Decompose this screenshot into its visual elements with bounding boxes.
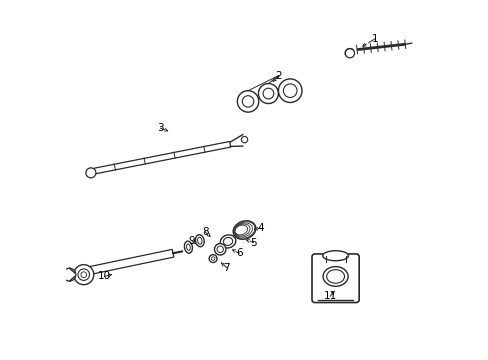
Polygon shape [94, 141, 230, 174]
Ellipse shape [184, 241, 192, 253]
Ellipse shape [234, 222, 254, 238]
Circle shape [81, 272, 86, 278]
Text: 4: 4 [257, 223, 264, 233]
Ellipse shape [220, 235, 235, 248]
Circle shape [217, 246, 223, 252]
Text: 8: 8 [202, 227, 208, 237]
Ellipse shape [195, 235, 204, 247]
Circle shape [74, 265, 94, 285]
Ellipse shape [235, 225, 247, 235]
Text: 7: 7 [223, 262, 229, 273]
Ellipse shape [234, 223, 252, 237]
Circle shape [63, 268, 76, 281]
Circle shape [283, 84, 296, 98]
Ellipse shape [234, 224, 249, 236]
Ellipse shape [186, 244, 190, 250]
Ellipse shape [326, 270, 344, 283]
Ellipse shape [233, 221, 255, 239]
Circle shape [86, 168, 96, 178]
Ellipse shape [197, 237, 202, 244]
FancyBboxPatch shape [311, 254, 358, 302]
Ellipse shape [223, 238, 232, 246]
Circle shape [237, 91, 258, 112]
Ellipse shape [322, 251, 348, 261]
Circle shape [258, 84, 278, 104]
Polygon shape [86, 249, 174, 275]
Circle shape [278, 79, 302, 103]
Text: 1: 1 [371, 34, 377, 44]
Text: 9: 9 [188, 236, 195, 246]
Text: 11: 11 [323, 291, 336, 301]
Text: 6: 6 [235, 248, 242, 258]
Text: 5: 5 [249, 238, 256, 248]
Text: 2: 2 [275, 71, 281, 81]
Circle shape [263, 88, 273, 99]
Ellipse shape [323, 267, 347, 286]
Text: 10: 10 [98, 271, 111, 282]
Circle shape [345, 49, 354, 58]
Text: 3: 3 [157, 123, 163, 133]
Circle shape [78, 269, 89, 280]
Circle shape [214, 244, 225, 255]
Circle shape [241, 136, 247, 143]
Circle shape [242, 96, 253, 107]
Circle shape [211, 257, 214, 260]
Circle shape [209, 255, 217, 262]
